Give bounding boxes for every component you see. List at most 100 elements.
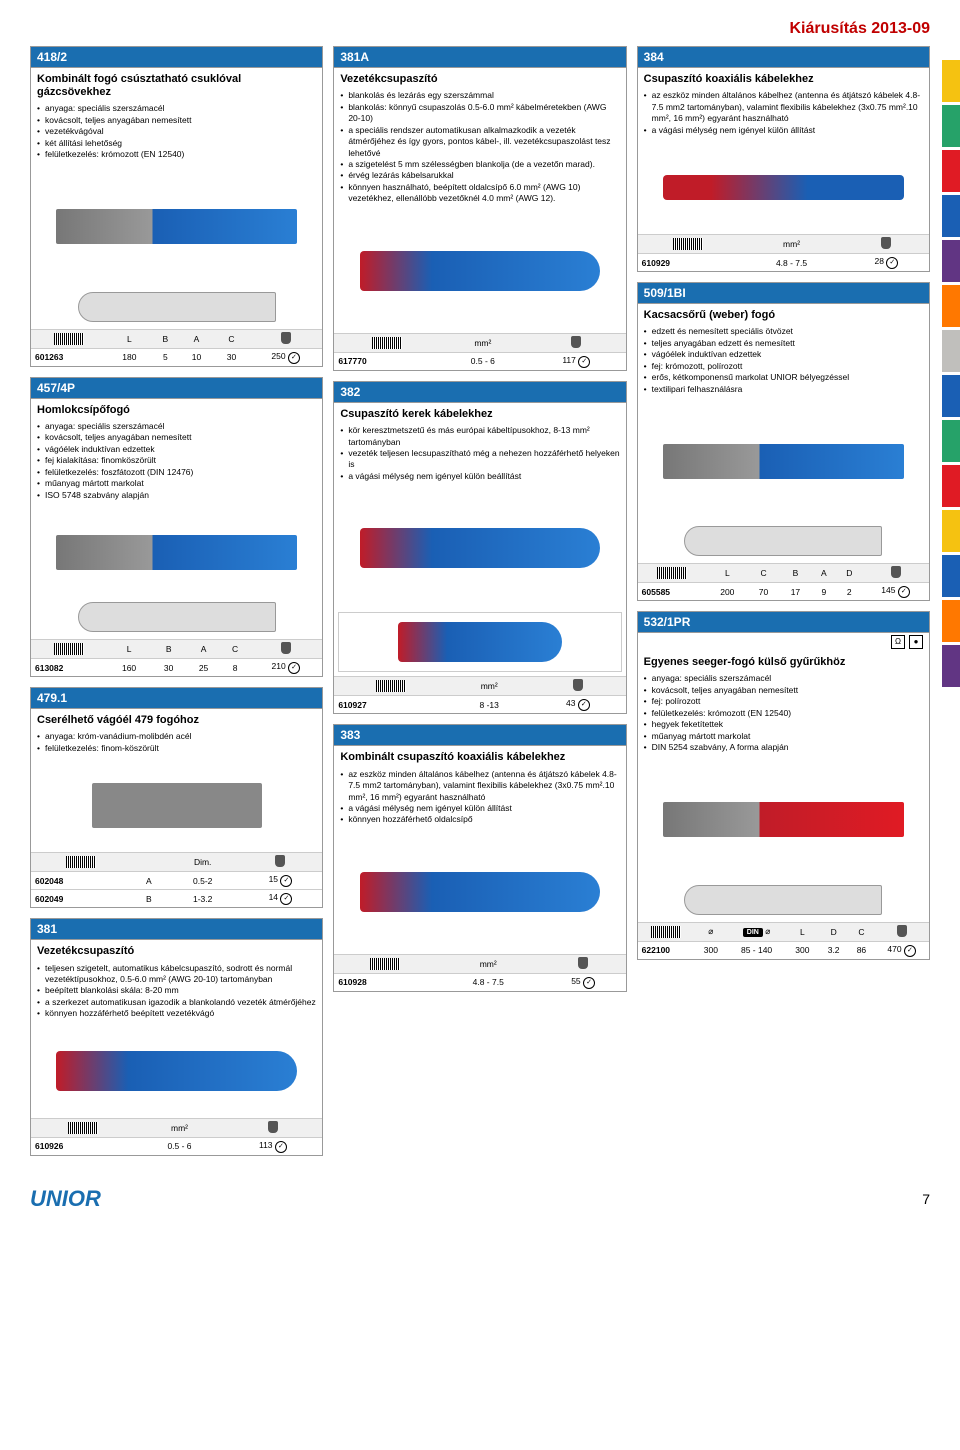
edge-tab	[942, 285, 960, 327]
bullet-item: a vágási mélység nem igényel külön állít…	[644, 125, 923, 136]
table-row: 602048A0.5-215 ✓	[31, 872, 322, 890]
edge-color-tabs	[942, 60, 960, 687]
spec-table: LBAC60126318051030250 ✓	[31, 329, 322, 366]
product-384: 384 Csupaszító koaxiális kábelekhez az e…	[637, 46, 930, 272]
barcode-icon	[54, 333, 84, 345]
bullet-item: felületkezelés: krómozott (EN 12540)	[37, 149, 316, 160]
table-cell: 86	[848, 941, 874, 959]
product-code: 479.1	[37, 691, 67, 705]
barcode-icon	[376, 680, 406, 692]
table-cell: 30	[151, 659, 186, 677]
product-image	[334, 488, 625, 608]
product-381a: 381A Vezetékcsupaszító blankolás és lezá…	[333, 46, 626, 371]
product-code: 532/1PR	[644, 615, 691, 629]
product-code: 418/2	[37, 50, 67, 64]
table-cell: 9	[811, 583, 836, 601]
table-cell: 602048	[31, 872, 131, 890]
spec-table: mm²6109260.5 - 6113 ✓	[31, 1118, 322, 1155]
product-image	[638, 401, 929, 521]
barcode-icon	[372, 337, 402, 349]
table-row: 602049B1-3.214 ✓	[31, 890, 322, 908]
edge-tab	[942, 645, 960, 687]
bullet-item: könnyen hozzáférhető beépített vezetékvá…	[37, 1008, 316, 1019]
bullet-item: az eszköz minden általános kábelhez (ant…	[644, 90, 923, 124]
bullet-item: felületkezelés: finom-köszörült	[37, 743, 316, 754]
table-cell: 43 ✓	[530, 696, 625, 714]
table-row: 6109294.8 - 7.528 ✓	[638, 254, 929, 272]
check-icon: ✓	[288, 662, 300, 674]
table-header: D	[819, 922, 849, 941]
table-header	[131, 853, 167, 872]
table-header: L	[107, 329, 151, 348]
table-header	[334, 954, 436, 973]
table-cell: 210 ✓	[249, 659, 322, 677]
din-badge: DIN	[743, 928, 763, 937]
table-header: mm²	[739, 235, 844, 254]
edge-tab	[942, 465, 960, 507]
table-header	[31, 640, 107, 659]
table-cell: 55 ✓	[541, 973, 626, 991]
table-cell: 610928	[334, 973, 436, 991]
bullet-item: műanyag mártott markolat	[37, 478, 316, 489]
bullet-item: felületkezelés: krómozott (EN 12540)	[644, 708, 923, 719]
table-header: B	[779, 564, 811, 583]
product-title: Kombinált csupaszító koaxiális kábelekhe…	[334, 746, 625, 766]
bullet-item: a speciális rendszer automatikusan alkal…	[340, 125, 619, 159]
product-bullets: az eszköz minden általános kábelhez (ant…	[638, 88, 929, 142]
product-image	[31, 1026, 322, 1116]
check-icon: ✓	[904, 945, 916, 957]
bullet-item: beépített blankolási skála: 8-20 mm	[37, 985, 316, 996]
table-cell: 601263	[31, 348, 107, 366]
table-header: DIN ⌀	[727, 922, 785, 941]
product-509-1bi: 509/1BI Kacsacsőrű (weber) fogó edzett é…	[637, 282, 930, 601]
table-header	[249, 640, 322, 659]
bullet-item: anyaga: speciális szerszámacél	[37, 103, 316, 114]
table-row: 6177700.5 - 6117 ✓	[334, 352, 625, 370]
bullet-item: vezeték teljesen lecsupaszítható még a n…	[340, 448, 619, 471]
table-row: 62210030085 - 1403003.286470 ✓	[638, 941, 929, 959]
table-cell: 70	[748, 583, 780, 601]
table-header	[31, 329, 107, 348]
table-cell: 250 ✓	[249, 348, 322, 366]
table-header: L	[786, 922, 819, 941]
bullet-item: ISO 5748 szabvány alapján	[37, 490, 316, 501]
table-header: A	[811, 564, 836, 583]
bullet-item: könnyen használható, beépített oldalcsíp…	[340, 182, 619, 205]
bullet-item: anyaga: speciális szerszámacél	[37, 421, 316, 432]
weight-icon	[891, 566, 901, 578]
product-image	[638, 142, 929, 232]
bullet-item: fej: polírozott	[644, 696, 923, 707]
product-code: 457/4P	[37, 381, 75, 395]
bullet-item: vezetékvágóval	[37, 126, 316, 137]
product-image	[334, 211, 625, 331]
bullet-item: a vágási mélység nem igényel külön beáll…	[340, 471, 619, 482]
table-row: 61308216030258210 ✓	[31, 659, 322, 677]
product-bullets: edzett és nemesített speciális ötvözette…	[638, 324, 929, 401]
table-cell: 2	[836, 583, 862, 601]
table-header	[31, 853, 131, 872]
bullet-item: felületkezelés: foszfátozott (DIN 12476)	[37, 467, 316, 478]
barcode-icon	[66, 856, 96, 868]
table-cell: 3.2	[819, 941, 849, 959]
check-icon: ✓	[578, 699, 590, 711]
edge-tab	[942, 510, 960, 552]
table-header: Dim.	[167, 853, 239, 872]
barcode-icon	[657, 567, 687, 579]
table-cell: 610929	[638, 254, 740, 272]
table-header: C	[848, 922, 874, 941]
table-cell: 200	[707, 583, 748, 601]
bullet-item: fej kialakítása: finomköszörült	[37, 455, 316, 466]
table-header	[541, 954, 626, 973]
barcode-icon	[651, 926, 681, 938]
table-cell: 610926	[31, 1137, 135, 1155]
product-image	[334, 832, 625, 952]
table-header	[638, 235, 740, 254]
table-header: mm²	[439, 333, 527, 352]
bullet-item: az eszköz minden általános kábelhez (ant…	[340, 769, 619, 803]
spec-table: LCBAD605585200701792145 ✓	[638, 563, 929, 600]
edge-tab	[942, 330, 960, 372]
table-header	[334, 677, 448, 696]
table-cell: 10	[179, 348, 214, 366]
table-cell: 14 ✓	[239, 890, 323, 908]
weight-icon	[897, 925, 907, 937]
